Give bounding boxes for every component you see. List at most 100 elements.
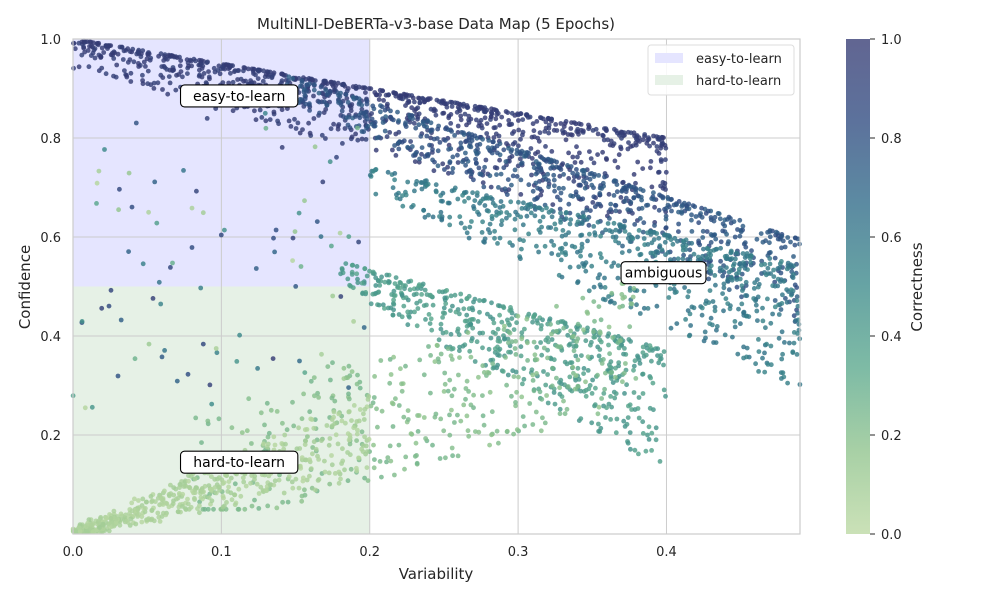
scatter-point xyxy=(267,482,273,488)
scatter-point xyxy=(420,95,425,101)
scatter-point xyxy=(471,177,476,183)
scatter-point xyxy=(308,416,314,422)
scatter-point xyxy=(485,145,491,151)
scatter-point xyxy=(489,150,495,156)
scatter-point xyxy=(486,370,492,376)
annotation-label: easy-to-learn xyxy=(193,89,285,105)
scatter-point xyxy=(499,114,505,120)
scatter-point xyxy=(514,389,519,395)
scatter-point xyxy=(355,280,361,286)
scatter-point xyxy=(557,391,563,397)
scatter-point xyxy=(648,165,653,171)
scatter-point xyxy=(275,118,280,124)
scatter-point xyxy=(478,198,484,204)
scatter-point xyxy=(133,120,139,126)
scatter-point xyxy=(438,209,444,215)
scatter-point xyxy=(462,111,468,117)
scatter-point xyxy=(289,479,295,485)
scatter-point xyxy=(584,175,589,181)
scatter-point xyxy=(405,322,411,328)
scatter-point xyxy=(522,150,528,156)
scatter-point xyxy=(794,285,800,290)
scatter-point xyxy=(273,227,279,233)
scatter-point xyxy=(456,106,462,112)
scatter-point xyxy=(575,321,581,327)
scatter-point xyxy=(174,55,180,60)
scatter-point xyxy=(713,236,719,242)
scatter-point xyxy=(537,179,542,184)
scatter-point xyxy=(476,374,481,380)
scatter-point xyxy=(628,339,633,344)
scatter-point xyxy=(432,159,437,165)
scatter-point xyxy=(519,394,525,400)
scatter-point xyxy=(345,375,351,381)
scatter-point xyxy=(622,218,628,224)
scatter-point xyxy=(522,326,527,332)
scatter-point xyxy=(721,285,727,291)
scatter-point xyxy=(205,418,211,424)
scatter-point xyxy=(328,126,334,132)
scatter-point xyxy=(140,261,146,267)
scatter-point xyxy=(416,122,422,128)
scatter-point xyxy=(192,476,198,482)
scatter-point xyxy=(546,184,551,190)
scatter-point xyxy=(640,391,646,396)
legend-label: easy-to-learn xyxy=(696,52,782,67)
scatter-point xyxy=(511,327,517,332)
scatter-point xyxy=(607,216,612,221)
scatter-point xyxy=(479,230,485,235)
scatter-point xyxy=(741,344,746,350)
scatter-point xyxy=(448,353,454,359)
scatter-point xyxy=(399,388,405,394)
scatter-point xyxy=(464,105,470,110)
scatter-point xyxy=(602,285,608,290)
scatter-point xyxy=(118,317,124,323)
scatter-point xyxy=(448,146,454,152)
scatter-point xyxy=(676,229,681,235)
scatter-point xyxy=(735,351,741,357)
scatter-point xyxy=(794,352,800,357)
x-axis-label: Variability xyxy=(399,565,474,583)
scatter-point xyxy=(721,308,726,314)
scatter-point xyxy=(593,385,598,391)
scatter-point xyxy=(660,194,666,200)
scatter-point xyxy=(754,236,760,242)
scatter-point xyxy=(406,98,411,104)
scatter-point xyxy=(591,299,597,304)
scatter-point xyxy=(663,216,669,222)
scatter-point xyxy=(349,262,355,268)
scatter-point xyxy=(345,276,351,282)
scatter-point xyxy=(156,53,162,59)
scatter-point xyxy=(335,80,341,86)
scatter-point xyxy=(403,120,408,126)
scatter-point xyxy=(410,116,416,122)
scatter-point xyxy=(704,229,710,234)
scatter-point xyxy=(96,40,102,46)
scatter-point xyxy=(780,292,785,298)
scatter-point xyxy=(344,96,350,101)
scatter-point xyxy=(140,72,145,78)
scatter-point xyxy=(232,492,238,498)
scatter-point xyxy=(706,276,712,282)
scatter-point xyxy=(548,225,554,231)
scatter-point xyxy=(723,296,729,302)
scatter-point xyxy=(125,59,131,65)
scatter-point xyxy=(131,59,137,65)
scatter-point xyxy=(466,113,472,119)
scatter-point xyxy=(462,318,468,324)
scatter-point xyxy=(651,140,656,146)
scatter-point xyxy=(714,327,719,333)
scatter-point xyxy=(477,298,482,303)
scatter-point xyxy=(448,112,454,117)
scatter-point xyxy=(511,374,517,379)
scatter-point xyxy=(741,310,746,316)
scatter-point xyxy=(501,147,507,153)
scatter-point xyxy=(423,436,428,441)
scatter-point xyxy=(559,233,565,239)
scatter-point xyxy=(667,286,673,292)
scatter-point xyxy=(592,232,598,238)
scatter-point xyxy=(441,428,447,434)
scatter-point xyxy=(531,314,536,319)
scatter-point xyxy=(624,421,630,427)
scatter-point xyxy=(542,420,548,426)
